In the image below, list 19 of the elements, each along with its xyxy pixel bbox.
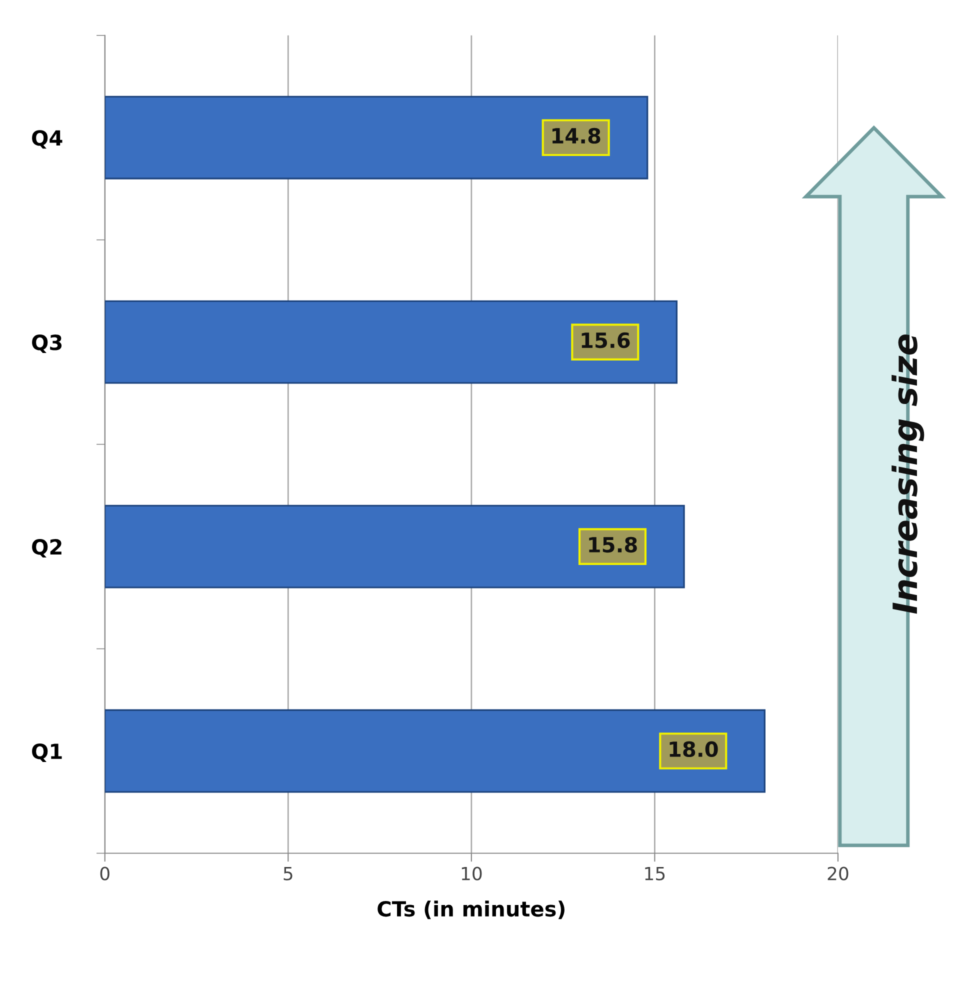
x-tick-label: 20 xyxy=(828,866,848,880)
bar xyxy=(104,300,678,384)
x-tick-label: 15 xyxy=(645,866,665,880)
text: Increasing size xyxy=(892,334,924,614)
y-tick-label: Q2 xyxy=(32,539,62,558)
data-label: 18.0 xyxy=(670,741,718,758)
bar xyxy=(104,504,685,588)
bar xyxy=(104,709,766,793)
data-label: 15.8 xyxy=(589,536,637,553)
y-tick-label: Q1 xyxy=(32,743,62,762)
x-axis-title: CTs (in minutes) xyxy=(378,900,564,920)
y-tick-label: Q4 xyxy=(32,130,62,149)
x-tick-label: 10 xyxy=(462,866,482,880)
y-tick-label: Q3 xyxy=(32,334,62,354)
x-tick-label: 0 xyxy=(100,866,110,880)
data-label: 15.6 xyxy=(582,332,630,348)
bar xyxy=(104,96,648,180)
data-label: 14.8 xyxy=(552,128,600,144)
x-tick-label: 5 xyxy=(284,866,292,880)
